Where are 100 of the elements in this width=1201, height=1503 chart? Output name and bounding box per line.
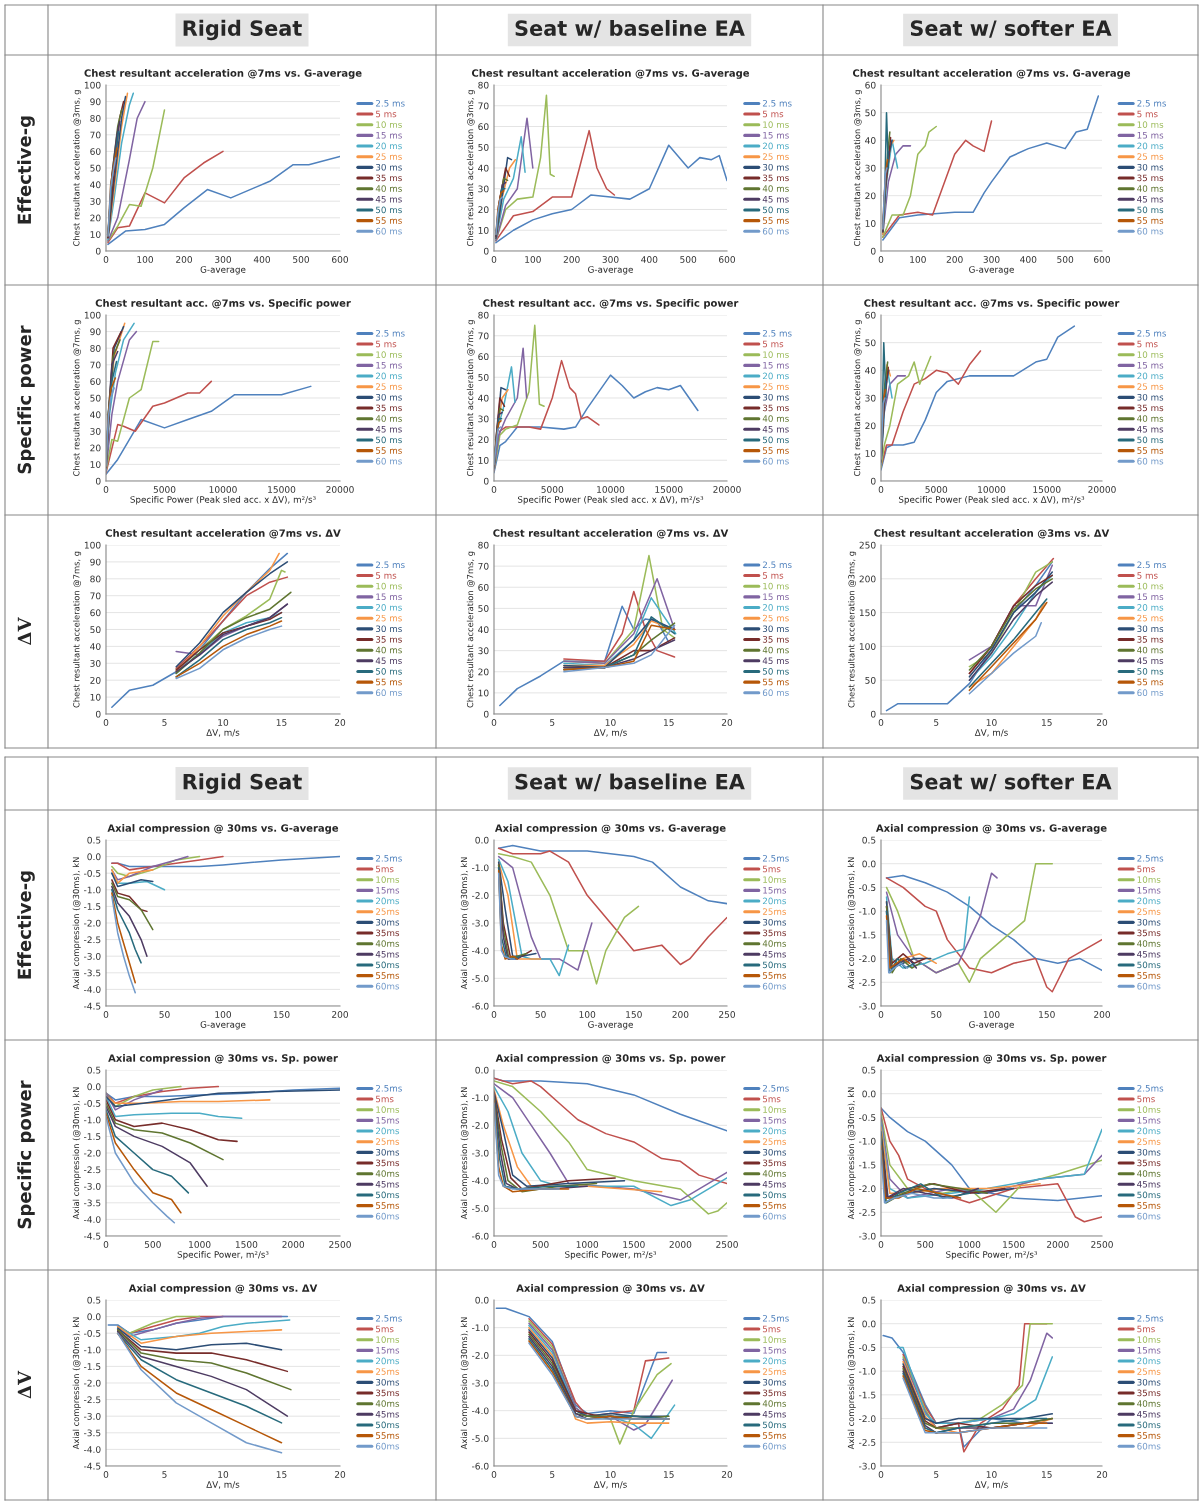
x-tick-label: 600 (332, 256, 349, 263)
x-axis-title: Specific Power (Peak sled acc. x ΔV), m²/s³ (130, 495, 316, 505)
y-tick-label: 0.0 (862, 1320, 876, 1328)
x-tick-label: 0 (878, 1011, 884, 1018)
y-axis-title: Axial compression (@30ms), kN (847, 1317, 856, 1450)
y-tick-label: -1.5 (83, 903, 101, 910)
legend-label: 5 ms (1137, 110, 1158, 118)
y-tick-label: -1.0 (858, 1367, 876, 1375)
x-tick-label: 2000 (282, 1241, 305, 1248)
chart-title: Axial compression @ 30ms vs. G-average (494, 824, 726, 834)
legend-label: 2.5ms (1137, 854, 1164, 862)
y-axis-title: Chest resultant acceleration @7ms, g (466, 551, 475, 708)
legend-label: 55 ms (1137, 447, 1164, 454)
y-tick-label: 50 (478, 373, 489, 381)
legend-label: 20ms (375, 1127, 400, 1135)
y-tick-label: 0.5 (87, 836, 101, 844)
legend-label: 55 ms (376, 447, 402, 454)
y-tick-label: 10 (90, 231, 101, 238)
y-tick-label: -2.0 (83, 1379, 101, 1387)
y-tick-label: 20 (865, 422, 876, 430)
y-tick-label: -4.0 (83, 1446, 101, 1453)
y-tick-label: 30 (865, 164, 876, 172)
legend-label: 40ms (1137, 940, 1161, 947)
y-tick-label: 60 (478, 353, 489, 361)
legend-label: 20ms (1137, 1127, 1161, 1135)
x-tick-label: 15000 (1033, 486, 1061, 493)
legend-label: 40 ms (375, 185, 402, 192)
y-tick-label: 40 (478, 626, 489, 634)
y-axis-title: Axial compression (@30ms), kN (460, 1317, 469, 1450)
legend-label: 25ms (762, 1368, 787, 1375)
legend-label: 15ms (763, 887, 787, 894)
y-axis-title: Chest resultant acceleration @7ms, g (73, 551, 82, 708)
y-tick-label: 90 (90, 558, 101, 566)
x-tick-label: 1000 (576, 1241, 599, 1248)
legend-label: 55 ms (762, 678, 789, 686)
y-tick-label: 80 (478, 81, 489, 89)
y-tick-label: 0.5 (862, 836, 876, 844)
text: 2.5 ms (375, 561, 405, 569)
legend-label: 30ms (375, 918, 400, 926)
y-tick-label: -0.5 (83, 1329, 101, 1337)
legend-label: 15ms (1137, 1347, 1161, 1354)
legend-label: 2.5ms (762, 854, 789, 862)
y-tick-label: 70 (478, 332, 489, 340)
legend-label: 5ms (376, 865, 394, 873)
legend-label: 40ms (375, 1170, 400, 1177)
legend-label: 55 ms (376, 217, 402, 224)
x-tick-label: 5000 (153, 486, 176, 493)
legend-label: 35ms (762, 1159, 787, 1167)
x-tick-label: 5 (162, 719, 167, 726)
y-tick-label: 20 (865, 192, 876, 200)
x-tick-label: 15 (276, 719, 287, 726)
x-tick-label: 10 (218, 1471, 229, 1478)
x-tick-label: 1500 (1003, 1241, 1025, 1248)
legend-label: 15 ms (376, 132, 402, 139)
legend-label: 15ms (1137, 1117, 1161, 1124)
y-tick-label: 80 (478, 311, 489, 319)
x-tick-label: 1000 (958, 1241, 981, 1248)
x-axis-title: ΔV, m/s (974, 729, 1008, 737)
legend-label: 40 ms (762, 415, 789, 422)
y-axis-title: Axial compression (@30ms), kN (460, 1087, 469, 1220)
y-tick-label: -4.5 (83, 1002, 101, 1010)
text: Specific power (17, 1080, 35, 1229)
y-tick-label: -2.0 (471, 892, 489, 899)
y-tick-label: 40 (478, 164, 489, 172)
legend-label: 25ms (375, 908, 400, 915)
legend-label: 50 ms (376, 668, 402, 675)
legend-label: 45ms (375, 1411, 400, 1418)
legend-label: 25ms (375, 1368, 400, 1375)
y-tick-label: 0.0 (87, 1083, 101, 1091)
text: 2.5 ms (762, 329, 792, 337)
y-tick-label: 20 (478, 668, 489, 676)
y-axis-title: Axial compression (@30ms), kN (847, 1087, 856, 1220)
legend-label: 30 ms (1137, 163, 1164, 171)
legend-label: 35 ms (762, 636, 789, 643)
y-tick-label: 50 (865, 109, 876, 117)
legend-label: 15 ms (376, 593, 402, 601)
y-tick-label: -3.0 (471, 1149, 489, 1157)
legend-label: 35ms (1137, 1389, 1161, 1397)
y-tick-label: -2.0 (858, 955, 876, 963)
legend-label: 60 ms (762, 457, 789, 465)
y-tick-label: 0 (870, 477, 876, 485)
x-tick-label: 0 (103, 486, 109, 493)
legend-label: 20ms (762, 897, 787, 905)
y-tick-label: 30 (90, 427, 101, 435)
legend-label: 10ms (376, 876, 400, 883)
x-tick-label: 1000 (189, 1241, 211, 1248)
x-tick-label: 600 (719, 256, 736, 263)
y-tick-label: 0.0 (862, 1090, 876, 1098)
legend-label: 15ms (376, 887, 400, 894)
text: 2.5ms (762, 1084, 789, 1092)
legend-label: 2.5 ms (1137, 99, 1167, 107)
x-axis-title: G-average (588, 1021, 633, 1030)
y-tick-label: 70 (90, 592, 101, 600)
y-tick-label: -2.0 (471, 1352, 489, 1359)
y-tick-label: -1.0 (471, 864, 489, 872)
legend-label: 50ms (1137, 961, 1161, 969)
x-tick-label: 300 (215, 256, 232, 263)
x-tick-label: 200 (563, 256, 580, 263)
legend-label: 30 ms (375, 393, 402, 401)
y-tick-label: 60 (478, 123, 489, 131)
